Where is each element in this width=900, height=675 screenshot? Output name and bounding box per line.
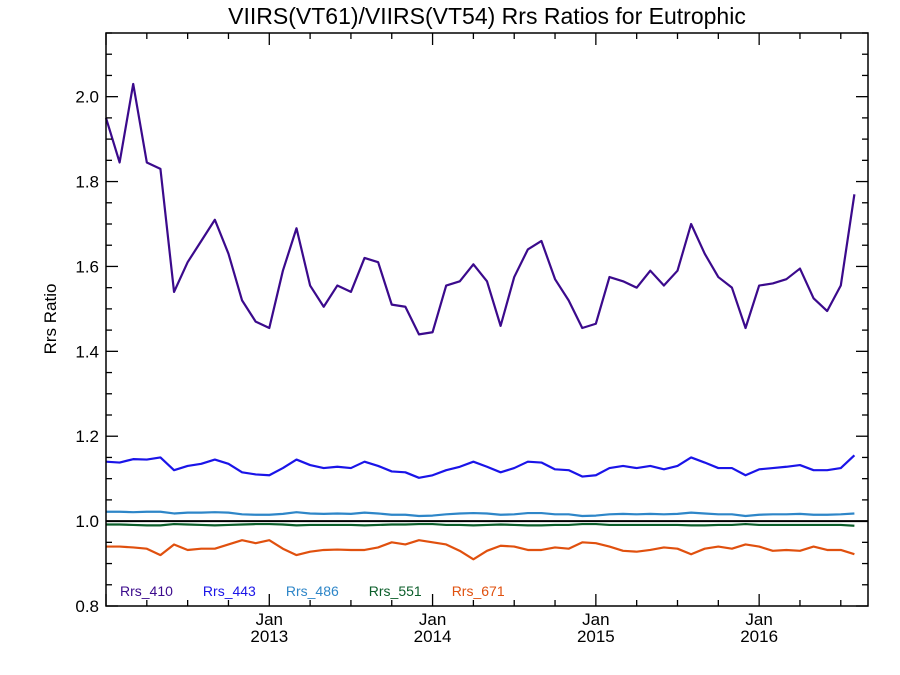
y-tick-label: 2.0 <box>75 88 99 107</box>
x-tick-label-month: Jan <box>419 610 446 629</box>
legend-item-rrs-443: Rrs_443 <box>203 583 256 599</box>
x-tick-label-month: Jan <box>256 610 283 629</box>
y-tick-label: 1.6 <box>75 257 99 276</box>
y-axis-label: Rrs Ratio <box>41 284 60 355</box>
series-line-rrs-443 <box>105 454 856 479</box>
series-line-rrs-486 <box>106 510 855 518</box>
x-tick-label-year: 2013 <box>250 627 288 646</box>
chart-title: VIIRS(VT61)/VIIRS(VT54) Rrs Ratios for E… <box>228 3 746 29</box>
legend-item-rrs-671: Rrs_671 <box>452 583 505 599</box>
x-tick-label-month: Jan <box>745 610 772 629</box>
plot-area <box>104 82 868 561</box>
legend-item-rrs-551: Rrs_551 <box>369 583 422 599</box>
y-tick-label: 1.2 <box>75 427 99 446</box>
x-tick-label-month: Jan <box>582 610 609 629</box>
plot-frame <box>105 32 869 607</box>
legend-item-rrs-410: Rrs_410 <box>120 583 173 599</box>
y-tick-label: 1.8 <box>75 173 99 192</box>
y-tick-label: 0.8 <box>75 597 99 616</box>
series-line-rrs-551 <box>106 522 855 527</box>
series-line-rrs-671 <box>106 539 855 561</box>
legend-item-rrs-486: Rrs_486 <box>286 583 339 599</box>
axes: 0.81.01.21.41.61.82.0Jan2013Jan2014Jan20… <box>75 32 868 646</box>
y-tick-label: 1.4 <box>75 342 99 361</box>
x-tick-label-year: 2015 <box>577 627 615 646</box>
x-tick-label-year: 2016 <box>740 627 778 646</box>
legend: Rrs_410 Rrs_443 Rrs_486 Rrs_551 Rrs_671 <box>120 583 505 599</box>
x-tick-label-year: 2014 <box>414 627 452 646</box>
series-line-rrs-410 <box>104 82 856 336</box>
y-tick-label: 1.0 <box>75 512 99 531</box>
